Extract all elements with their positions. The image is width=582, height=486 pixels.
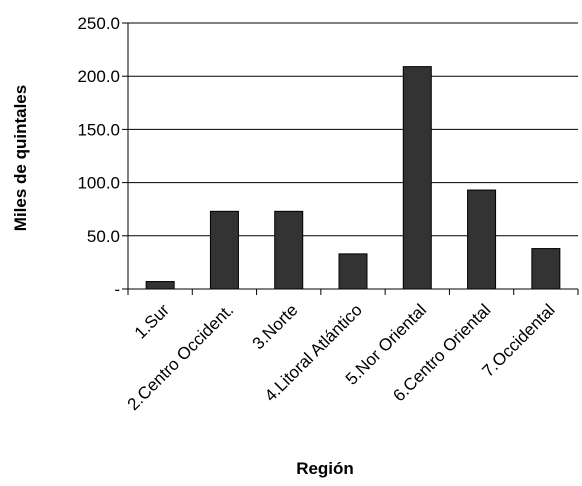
bar xyxy=(145,281,175,290)
y-tick-label: 50.0 xyxy=(87,227,120,246)
y-axis-title: Miles de quintales xyxy=(11,85,30,231)
bar xyxy=(467,189,497,290)
bar xyxy=(274,210,304,290)
axes xyxy=(122,22,579,295)
bar xyxy=(531,248,561,290)
x-axis-title: Región xyxy=(296,459,354,478)
bars xyxy=(145,66,561,290)
y-tick-label: 150.0 xyxy=(77,120,120,139)
x-category-label: 3.Norte xyxy=(249,300,302,353)
bar xyxy=(209,210,239,290)
y-tick-label: 100.0 xyxy=(77,174,120,193)
y-tick-label: 250.0 xyxy=(77,14,120,33)
gridlines xyxy=(128,22,578,237)
bar xyxy=(338,253,368,290)
y-tick-label: 200.0 xyxy=(77,67,120,86)
x-category-label: 1.Sur xyxy=(131,300,173,342)
x-category-label: 2.Centro Occident. xyxy=(124,300,238,414)
y-tick-label: - xyxy=(114,280,120,299)
bar xyxy=(402,66,432,290)
